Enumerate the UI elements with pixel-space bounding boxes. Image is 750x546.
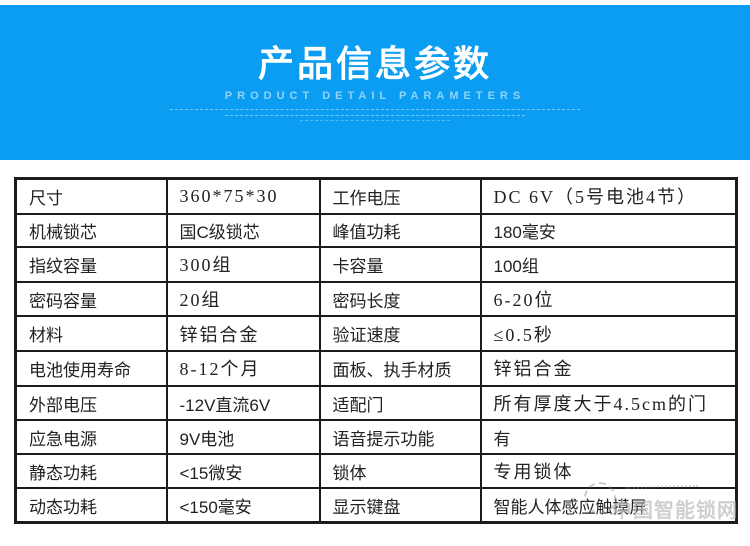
banner-subtitle: PRODUCT DETAIL PARAMETERS bbox=[224, 90, 526, 102]
spec-value-cell: 100组 bbox=[479, 246, 738, 283]
spec-label-cell: 峰值功耗 bbox=[318, 212, 482, 249]
table-row: 材料 锌铝合金 验证速度 ≤0.5秒 bbox=[14, 315, 738, 353]
table-row: 密码容量 20组 密码长度 6-20位 bbox=[14, 280, 738, 318]
spec-value-cell: 所有厚度大于4.5cm的门 bbox=[479, 384, 738, 422]
spec-label-cell: 密码容量 bbox=[14, 280, 168, 318]
spec-label-cell: 密码长度 bbox=[318, 280, 482, 318]
spec-table: 尺寸 360*75*30 工作电压 DC 6V（5号电池4节） 机械锁芯 国C级锁芯 峰值功… bbox=[14, 177, 738, 524]
spec-table-container: 尺寸 360*75*30 工作电压 DC 6V（5号电池4节） 机械锁芯 国C级锁芯 峰值功… bbox=[14, 177, 738, 524]
decor-dotted-line bbox=[225, 115, 525, 116]
spec-value-cell: 有 bbox=[479, 419, 738, 455]
spec-label-cell: 动态功耗 bbox=[14, 487, 168, 524]
spec-label-cell: 卡容量 bbox=[318, 246, 482, 283]
spec-value-cell: 20组 bbox=[165, 280, 321, 318]
spec-label-cell: 工作电压 bbox=[318, 177, 482, 215]
spec-value-cell: <15微安 bbox=[165, 452, 321, 490]
spec-label-cell: 材料 bbox=[14, 315, 168, 353]
spec-value-cell: ≤0.5秒 bbox=[479, 315, 738, 353]
table-row: 电池使用寿命 8-12个月 面板、执手材质 锌铝合金 bbox=[14, 350, 738, 387]
decor-dotted-line bbox=[300, 120, 450, 121]
banner-title: 产品信息参数 bbox=[257, 43, 492, 84]
spec-label-cell: 机械锁芯 bbox=[14, 212, 168, 249]
spec-label-cell: 电池使用寿命 bbox=[14, 350, 168, 387]
spec-value-cell: <150毫安 bbox=[165, 487, 321, 524]
table-row: 尺寸 360*75*30 工作电压 DC 6V（5号电池4节） bbox=[14, 177, 738, 215]
spec-value-cell: 6-20位 bbox=[479, 280, 738, 318]
table-row: 动态功耗 <150毫安 显示键盘 智能人体感应触摸屏 bbox=[14, 487, 738, 524]
table-row: 指纹容量 300组 卡容量 100组 bbox=[14, 246, 738, 283]
spec-value-cell: 300组 bbox=[165, 246, 321, 283]
spec-value-cell: 8-12个月 bbox=[165, 350, 321, 387]
spec-label-cell: 验证速度 bbox=[318, 315, 482, 353]
decor-dotted-line bbox=[170, 109, 580, 110]
spec-value-cell: 专用锁体 bbox=[479, 452, 738, 490]
spec-label-cell: 面板、执手材质 bbox=[318, 350, 482, 387]
spec-label-cell: 指纹容量 bbox=[14, 246, 168, 283]
spec-label-cell: 静态功耗 bbox=[14, 452, 168, 490]
spec-value-cell: 180毫安 bbox=[479, 212, 738, 249]
spec-label-cell: 锁体 bbox=[318, 452, 482, 490]
spec-label-cell: 应急电源 bbox=[14, 419, 168, 455]
spec-value-cell: 锌铝合金 bbox=[165, 315, 321, 353]
table-row: 应急电源 9V电池 语音提示功能有 bbox=[14, 419, 738, 455]
spec-label-cell: 适配门 bbox=[318, 384, 482, 422]
spec-label-cell: 语音提示功能 bbox=[318, 419, 482, 455]
spec-label-cell: 尺寸 bbox=[14, 177, 168, 215]
banner: 产品信息参数 PRODUCT DETAIL PARAMETERS bbox=[0, 5, 750, 160]
spec-value-cell: 锌铝合金 bbox=[479, 350, 738, 387]
spec-value-cell: 9V电池 bbox=[165, 419, 321, 455]
table-row: 外部电压 -12V直流6V 适配门 所有厚度大于4.5cm的门 bbox=[14, 384, 738, 422]
spec-value-cell: -12V直流6V bbox=[165, 384, 321, 422]
spec-label-cell: 外部电压 bbox=[14, 384, 168, 422]
spec-value-cell: 国C级锁芯 bbox=[165, 212, 321, 249]
spec-value-cell: DC 6V（5号电池4节） bbox=[479, 177, 738, 215]
table-row: 机械锁芯 国C级锁芯 峰值功耗 180毫安 bbox=[14, 212, 738, 249]
spec-label-cell: 显示键盘 bbox=[318, 487, 482, 524]
spec-value-cell: 智能人体感应触摸屏 bbox=[479, 487, 738, 524]
spec-value-cell: 360*75*30 bbox=[165, 177, 321, 215]
spec-table-body: 尺寸 360*75*30 工作电压 DC 6V（5号电池4节） 机械锁芯 国C级锁芯 峰值功… bbox=[14, 177, 738, 524]
table-row: 静态功耗 <15微安 锁体 专用锁体 bbox=[14, 452, 738, 490]
